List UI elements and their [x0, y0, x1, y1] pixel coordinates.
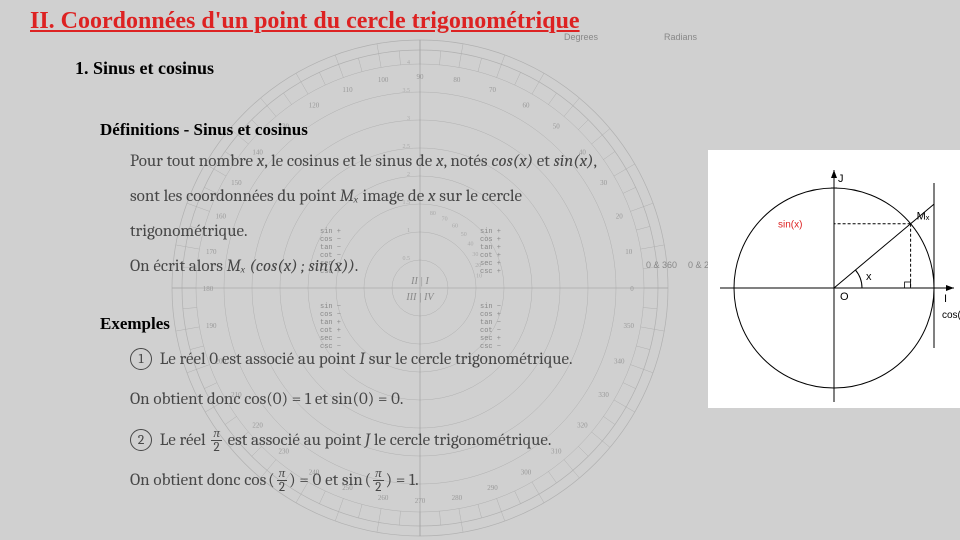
svg-text:100: 100 — [378, 76, 389, 84]
svg-text:O: O — [840, 291, 849, 303]
svg-text:sin(x): sin(x) — [778, 220, 802, 231]
svg-text:cot −: cot − — [480, 327, 501, 335]
section-title: II. Coordonnées d'un point du cercle tri… — [30, 8, 580, 35]
example-2-result: On obtient donc cos (π2) = 0 et sin (π2)… — [130, 465, 750, 497]
svg-text:110: 110 — [342, 86, 353, 94]
def-line-1: Pour tout nombre x, le cosinus et le sin… — [130, 148, 690, 177]
svg-text:I: I — [944, 293, 947, 305]
svg-text:sec +: sec + — [480, 335, 501, 343]
frac-pi-2: π2 — [211, 427, 222, 454]
svg-text:3.5: 3.5 — [403, 88, 411, 94]
example-2-line-1: 2 Le réel π2 est associé au point J le c… — [130, 425, 750, 457]
svg-text:80: 80 — [453, 76, 461, 84]
def-line-2: sont les coordonnées du point Mₓ image d… — [130, 183, 690, 212]
sincos-diagram: O I J Mₓ x sin(x) cos(x) — [708, 150, 960, 408]
svg-text:60: 60 — [523, 101, 531, 109]
svg-text:4: 4 — [407, 60, 410, 66]
frac-pi-2-3: π2 — [373, 467, 384, 494]
svg-text:x: x — [866, 271, 872, 283]
page: 0102030405060708090100110120130140150160… — [0, 0, 960, 540]
frac-pi-2-2: π2 — [277, 467, 288, 494]
examples-body: 1 Le réel 0 est associé au point I sur l… — [130, 344, 750, 505]
svg-text:90: 90 — [417, 73, 425, 81]
def-line-3: trigonométrique. — [130, 218, 690, 247]
def-line-4: On écrit alors Mₓ (cos(x) ; sin(x)). — [130, 253, 690, 282]
subsection-heading: 1. Sinus et cosinus — [75, 58, 214, 79]
example-1-result: On obtient donc cos(0) = 1 et sin(0) = 0… — [130, 384, 750, 416]
svg-text:cos(x): cos(x) — [942, 310, 960, 321]
svg-text:cos −: cos − — [320, 311, 341, 319]
svg-text:sin −: sin − — [320, 303, 341, 311]
svg-text:III | IV: III | IV — [405, 292, 435, 303]
svg-text:sin −: sin − — [480, 303, 501, 311]
svg-text:tan −: tan − — [480, 319, 501, 327]
svg-text:120: 120 — [309, 101, 320, 109]
circled-1: 1 — [130, 348, 152, 370]
svg-text:sec −: sec − — [320, 335, 341, 343]
examples-title: Exemples — [100, 314, 170, 334]
svg-text:Mₓ: Mₓ — [917, 211, 930, 223]
svg-text:cot +: cot + — [320, 327, 341, 335]
example-1-line-1: 1 Le réel 0 est associé au point I sur l… — [130, 344, 750, 376]
svg-text:J: J — [838, 173, 844, 185]
definitions-title: Définitions - Sinus et cosinus — [100, 120, 308, 140]
definitions-body: Pour tout nombre x, le cosinus et le sin… — [130, 148, 690, 288]
svg-text:190: 190 — [206, 322, 217, 330]
svg-text:cos +: cos + — [480, 311, 501, 319]
svg-text:tan +: tan + — [320, 319, 341, 327]
svg-text:50: 50 — [553, 123, 561, 131]
svg-text:3: 3 — [407, 116, 410, 122]
svg-text:70: 70 — [489, 86, 497, 94]
svg-text:350: 350 — [624, 322, 635, 330]
circled-2: 2 — [130, 429, 152, 451]
bg-radians-label: Radians — [664, 32, 697, 42]
